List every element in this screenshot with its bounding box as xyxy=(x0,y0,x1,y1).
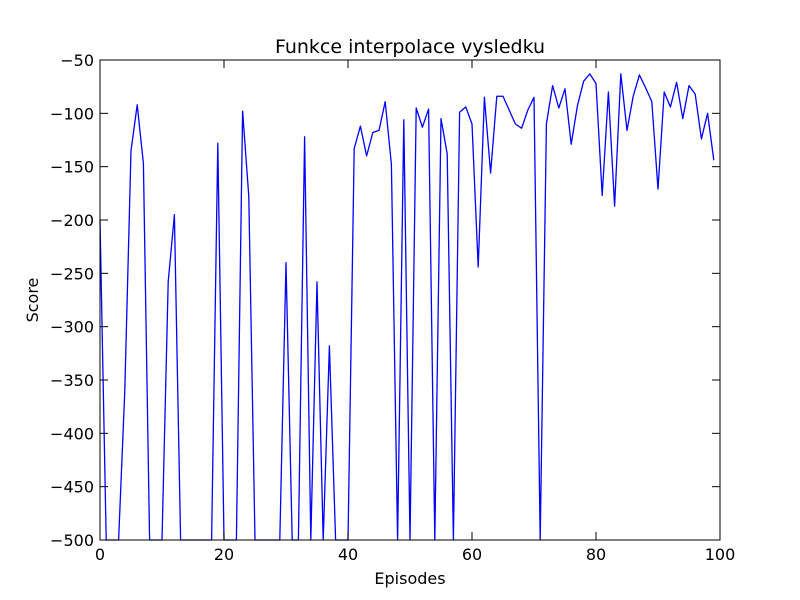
x-tick-label: 20 xyxy=(214,545,234,564)
y-tick-label: −300 xyxy=(50,318,94,337)
x-tick-label: 40 xyxy=(338,545,358,564)
y-tick-label: −500 xyxy=(50,531,94,550)
y-tick-label: −200 xyxy=(50,211,94,230)
y-axis: −500 −450 −400 −350 −300 −250 −200 −150 −100 −50 xyxy=(50,51,720,550)
y-tick-label: −350 xyxy=(50,371,94,390)
x-axis: 0 20 40 60 80 100 xyxy=(95,60,735,564)
series-line-0 xyxy=(99,73,715,541)
x-tick-label: 100 xyxy=(705,545,736,564)
chart-title: Funkce interpolace vysledku xyxy=(275,36,545,58)
plot-frame xyxy=(99,59,721,541)
x-tick-label: 60 xyxy=(462,545,482,564)
y-tick-label: −150 xyxy=(50,158,94,177)
plot-area xyxy=(99,73,715,541)
x-tick-label: 0 xyxy=(95,545,105,564)
y-tick-label: −250 xyxy=(50,264,94,283)
y-tick-label: −450 xyxy=(50,478,94,497)
y-tick-label: −100 xyxy=(50,104,94,123)
x-tick-label: 80 xyxy=(586,545,606,564)
x-axis-title: Episodes xyxy=(374,569,445,588)
y-tick-label: −50 xyxy=(60,51,94,70)
y-tick-label: −400 xyxy=(50,424,94,443)
y-axis-title: Score xyxy=(23,278,42,323)
